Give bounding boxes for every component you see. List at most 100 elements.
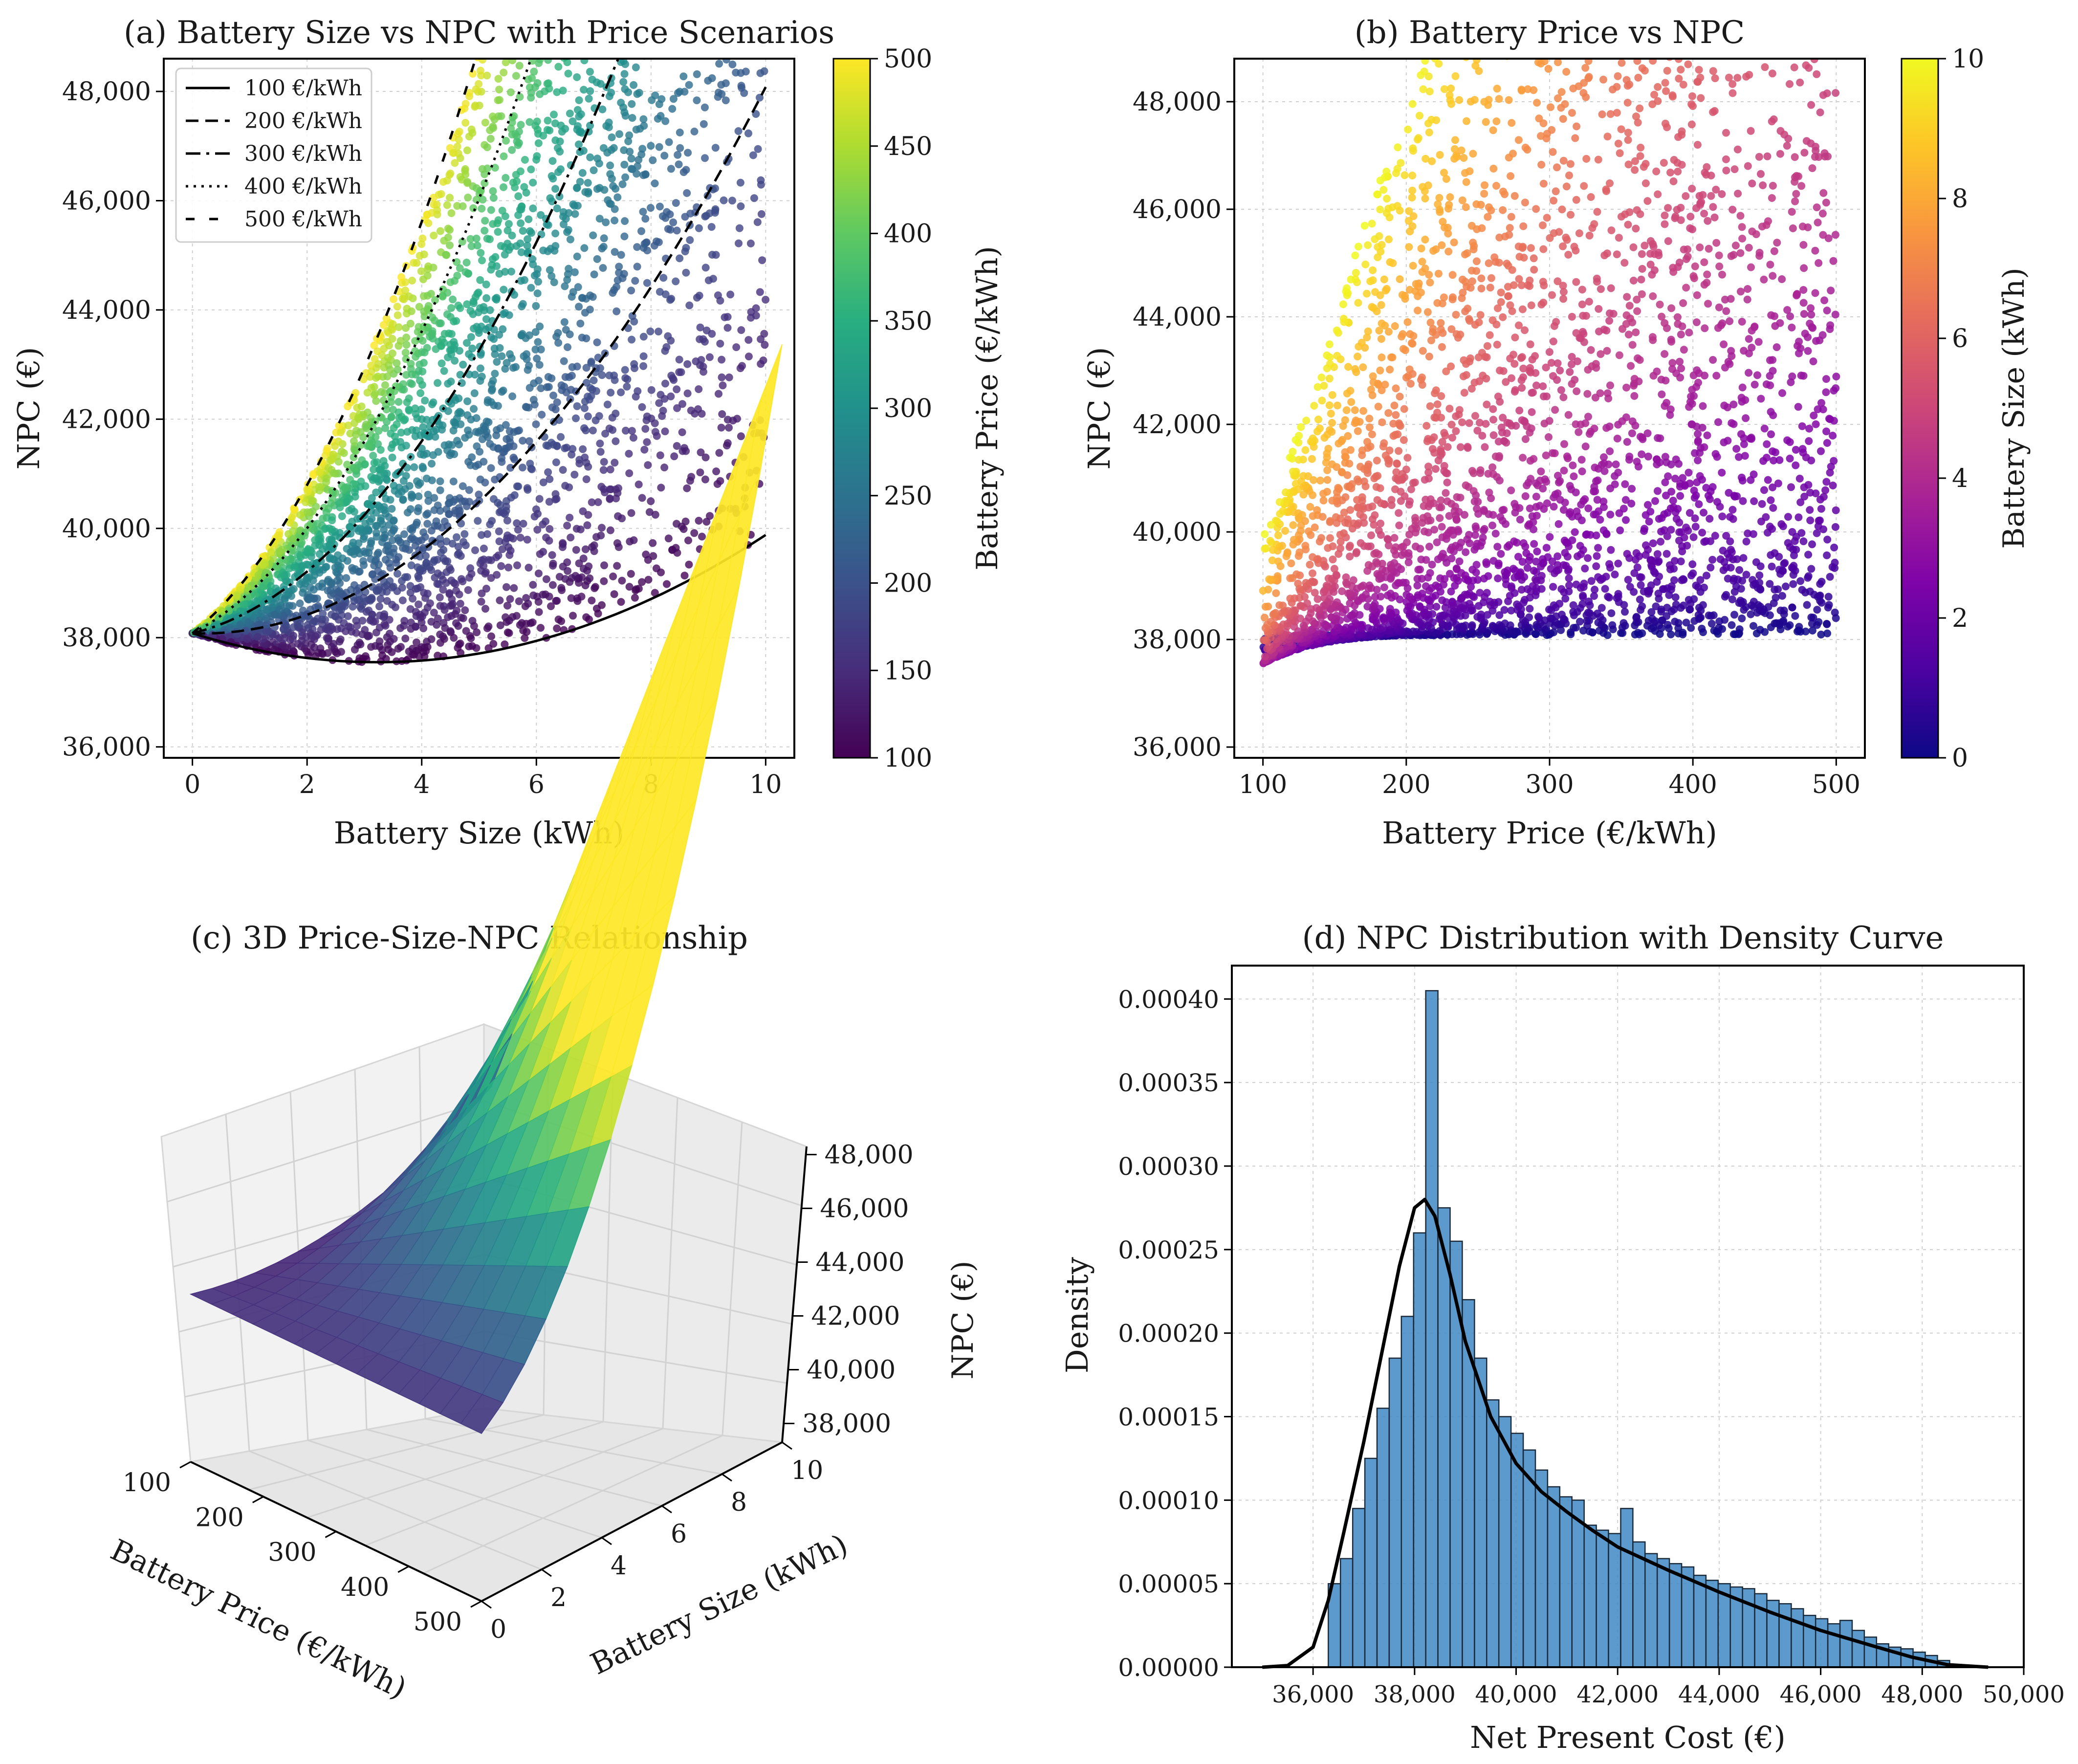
scatter-point	[349, 602, 357, 611]
scatter-point	[415, 574, 423, 582]
scatter-point	[1591, 586, 1599, 594]
scatter-point	[1507, 606, 1515, 615]
scatter-point	[461, 119, 470, 127]
scatter-point	[558, 128, 566, 136]
scatter-point	[505, 551, 514, 559]
scatter-point	[492, 431, 501, 440]
scatter-point	[599, 466, 608, 474]
scatter-point	[736, 178, 744, 187]
scatter-point	[407, 307, 416, 315]
scatter-point	[564, 567, 572, 575]
scatter-point	[716, 339, 724, 348]
scatter-point	[460, 530, 469, 538]
scatter-point	[599, 264, 607, 272]
scatter-point	[619, 59, 628, 66]
scatter-point	[638, 578, 646, 586]
scatter-point	[620, 108, 629, 116]
scatter-point	[564, 343, 571, 352]
scatter-point	[760, 330, 768, 338]
scatter-point	[414, 563, 422, 572]
scatter-point	[605, 118, 613, 127]
scatter-point	[517, 248, 525, 256]
scatter-point	[285, 519, 294, 527]
scatter-point	[524, 235, 532, 243]
scatter-point	[474, 59, 481, 62]
scatter-point	[719, 381, 727, 390]
scatter-point	[402, 441, 410, 450]
scatter-point	[348, 564, 356, 572]
scatter-point	[367, 555, 375, 563]
scatter-point	[714, 0, 722, 2]
scatter-point	[420, 250, 428, 259]
scatter-point	[261, 559, 269, 567]
scatter-point	[1730, 574, 1738, 583]
scatter-point	[357, 402, 366, 411]
scatter-point	[641, 215, 650, 223]
scatter-point	[503, 497, 510, 505]
scatter-point	[301, 498, 309, 507]
scatter-point	[618, 180, 627, 188]
scatter-point	[582, 459, 591, 467]
scatter-point	[1707, 619, 1716, 628]
scatter-point	[331, 442, 339, 450]
scatter-point	[446, 566, 455, 574]
scatter-point	[575, 112, 583, 121]
scatter-point	[1750, 597, 1758, 606]
scatter-point	[590, 270, 598, 279]
scatter-point	[712, 467, 721, 476]
scatter-point	[399, 495, 407, 504]
scatter-point	[235, 613, 243, 621]
scatter-point	[547, 172, 556, 180]
scatter-point	[696, 323, 704, 331]
scatter-point	[1803, 601, 1811, 609]
scatter-point	[350, 645, 359, 654]
scatter-point	[318, 650, 327, 658]
scatter-point	[378, 646, 386, 654]
scatter-point	[737, 326, 745, 334]
scatter-point	[546, 525, 554, 533]
scatter-point	[715, 390, 722, 398]
scatter-point	[413, 638, 420, 646]
scatter-point	[1621, 608, 1629, 616]
scatter-point	[507, 354, 516, 362]
scatter-point	[359, 375, 368, 383]
scatter-point	[439, 619, 448, 627]
scatter-point	[566, 235, 574, 243]
scatter-point	[580, 404, 589, 412]
scatter-point	[676, 88, 684, 96]
legend-frame	[175, 67, 372, 243]
tick-label: 40,000	[62, 514, 151, 544]
scatter-point	[600, 561, 608, 570]
scatter-point	[274, 635, 282, 643]
scatter-point	[618, 514, 626, 523]
scatter-point	[343, 557, 351, 565]
scatter-point	[580, 244, 589, 252]
scatter-point	[1808, 540, 1816, 549]
scatter-point	[428, 460, 436, 468]
scatter-point	[1817, 630, 1825, 639]
scatter-point	[597, 483, 606, 491]
scatter-point	[449, 477, 458, 485]
scatter-point	[417, 267, 425, 275]
scatter-point	[582, 334, 591, 343]
scatter-point	[463, 339, 471, 347]
scatter-point	[537, 624, 545, 632]
scatter-point	[439, 586, 447, 594]
scatter-point	[1781, 559, 1789, 567]
scatter-point	[746, 240, 755, 247]
scatter-point	[275, 531, 284, 539]
scatter-point	[430, 556, 438, 564]
scatter-point	[436, 486, 444, 494]
scatter-point	[513, 519, 521, 528]
scatter-point	[576, 525, 585, 533]
scatter-point	[640, 445, 649, 454]
scatter-point	[225, 607, 233, 615]
scatter-point	[371, 474, 378, 482]
scatter-point	[390, 526, 397, 534]
scatter-point	[559, 212, 567, 220]
scatter-point	[535, 361, 544, 369]
scatter-point	[1796, 577, 1805, 585]
scatter-point	[654, 114, 662, 123]
scatter-point	[513, 137, 521, 146]
scatter-point	[729, 417, 737, 425]
